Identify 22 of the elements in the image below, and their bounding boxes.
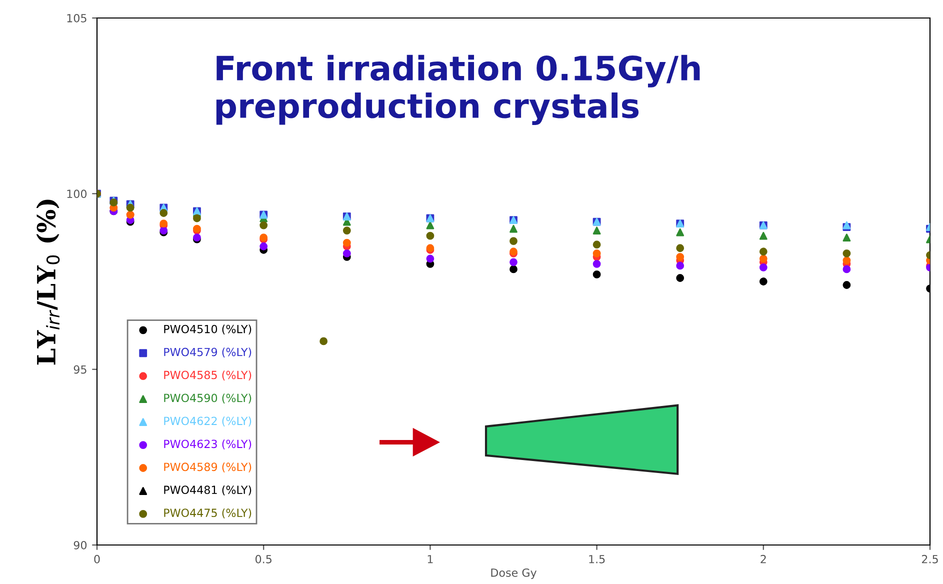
x-tick-label: 0.5 — [256, 554, 272, 564]
legend-label: PWO4622 (%LY) — [164, 416, 252, 426]
y-tick-label: 105 — [67, 14, 86, 22]
x-tick-label: 1 — [428, 555, 433, 564]
x-tick-label: 0 — [94, 554, 100, 564]
legend-label: PWO4510 (%LY) — [164, 324, 252, 335]
legend-label: PWO4481 (%LY) — [164, 485, 252, 496]
x-tick-label: 2.5 — [922, 554, 938, 564]
y-tick-label: 100 — [67, 190, 87, 198]
legend-label: PWO4585 (%LY) — [164, 370, 252, 380]
text: Front irradiation 0.15Gy/h preproduction crystals — [216, 54, 700, 125]
legend-label: PWO4590 (%LY) — [164, 394, 252, 404]
legend-label: PWO4475 (%LY) — [164, 508, 252, 518]
x-axis-title: Dose Gy — [491, 568, 537, 580]
legend-label: PWO4623 (%LY) — [164, 440, 252, 450]
y-axis-title: LY$_{irr}$/LY$_{0}$ (%) — [36, 200, 60, 365]
y-tick-label: 90 — [74, 540, 87, 550]
legend-label: PWO4579 (%LY) — [164, 348, 252, 358]
y-tick-label: 95 — [74, 365, 86, 374]
legend-label: PWO4589 (%LY) — [164, 462, 252, 472]
x-tick-label: 1.5 — [589, 555, 605, 564]
x-tick-label: 2 — [760, 554, 766, 564]
